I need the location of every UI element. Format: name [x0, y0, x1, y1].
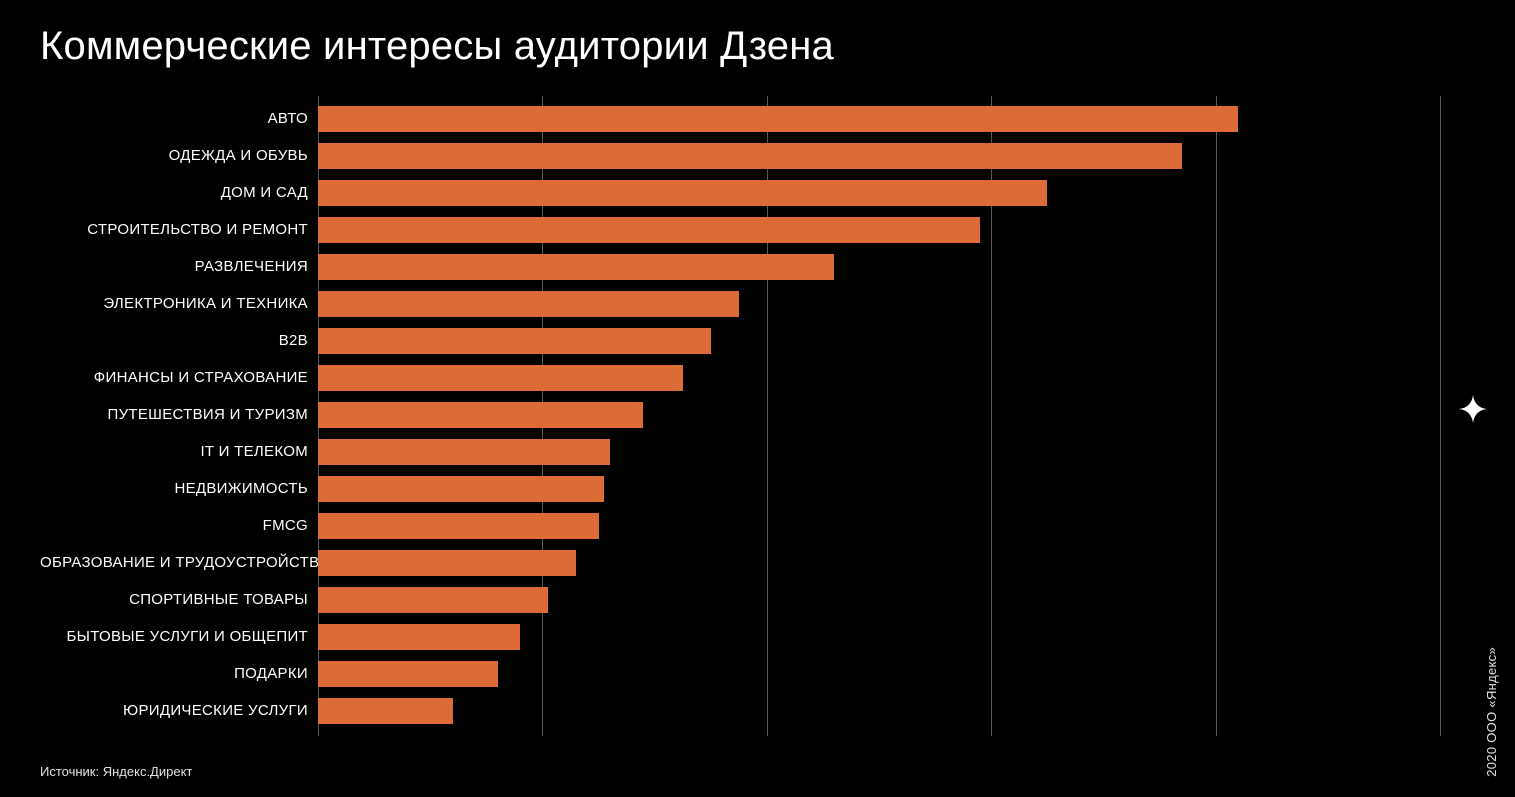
chart-row: РАЗВЛЕЧЕНИЯ: [40, 254, 1440, 280]
category-label: ОДЕЖДА И ОБУВЬ: [40, 143, 308, 169]
bar: [318, 217, 980, 243]
category-label: IT И ТЕЛЕКОМ: [40, 439, 308, 465]
bar: [318, 254, 834, 280]
bar: [318, 550, 576, 576]
category-label: НЕДВИЖИМОСТЬ: [40, 476, 308, 502]
chart-row: ЭЛЕКТРОНИКА И ТЕХНИКА: [40, 291, 1440, 317]
bar: [318, 180, 1047, 206]
bar-chart: АВТО ОДЕЖДА И ОБУВЬ ДОМ И САД СТРОИТЕЛЬСТВО…: [40, 96, 1440, 736]
bar: [318, 698, 453, 724]
bar: [318, 402, 643, 428]
chart-row: ФИНАНСЫ И СТРАХОВАНИЕ: [40, 365, 1440, 391]
chart-row: ЮРИДИЧЕСКИЕ УСЛУГИ: [40, 698, 1440, 724]
category-label: ОБРАЗОВАНИЕ И ТРУДОУСТРОЙСТВО: [40, 550, 308, 576]
bar: [318, 661, 498, 687]
bar: [318, 106, 1238, 132]
bar: [318, 624, 520, 650]
source-text: Источник: Яндекс.Директ: [40, 764, 192, 779]
chart-row: БЫТОВЫЕ УСЛУГИ И ОБЩЕПИТ: [40, 624, 1440, 650]
gridline: [1440, 96, 1441, 736]
sparkle-icon: [1459, 395, 1487, 423]
chart-row: IT И ТЕЛЕКОМ: [40, 439, 1440, 465]
category-label: ДОМ И САД: [40, 180, 308, 206]
chart-row: ПОДАРКИ: [40, 661, 1440, 687]
bar: [318, 143, 1182, 169]
category-label: ПУТЕШЕСТВИЯ И ТУРИЗМ: [40, 402, 308, 428]
chart-row: ПУТЕШЕСТВИЯ И ТУРИЗМ: [40, 402, 1440, 428]
category-label: БЫТОВЫЕ УСЛУГИ И ОБЩЕПИТ: [40, 624, 308, 650]
category-label: СТРОИТЕЛЬСТВО И РЕМОНТ: [40, 217, 308, 243]
chart-row: ОБРАЗОВАНИЕ И ТРУДОУСТРОЙСТВО: [40, 550, 1440, 576]
bar: [318, 291, 739, 317]
bar: [318, 513, 599, 539]
category-label: ПОДАРКИ: [40, 661, 308, 687]
bar: [318, 439, 610, 465]
chart-row: B2B: [40, 328, 1440, 354]
category-label: B2B: [40, 328, 308, 354]
copyright-text: 2020 ООО «Яндекс»: [1484, 647, 1499, 777]
page-title: Коммерческие интересы аудитории Дзена: [40, 24, 834, 69]
category-label: РАЗВЛЕЧЕНИЯ: [40, 254, 308, 280]
chart-row: FMCG: [40, 513, 1440, 539]
category-label: ФИНАНСЫ И СТРАХОВАНИЕ: [40, 365, 308, 391]
chart-row: СТРОИТЕЛЬСТВО И РЕМОНТ: [40, 217, 1440, 243]
chart-row: НЕДВИЖИМОСТЬ: [40, 476, 1440, 502]
chart-row: ОДЕЖДА И ОБУВЬ: [40, 143, 1440, 169]
category-label: СПОРТИВНЫЕ ТОВАРЫ: [40, 587, 308, 613]
bar: [318, 476, 604, 502]
chart-row: СПОРТИВНЫЕ ТОВАРЫ: [40, 587, 1440, 613]
chart-row: АВТО: [40, 106, 1440, 132]
chart-row: ДОМ И САД: [40, 180, 1440, 206]
bar: [318, 587, 548, 613]
category-label: АВТО: [40, 106, 308, 132]
bar: [318, 328, 711, 354]
category-label: ЭЛЕКТРОНИКА И ТЕХНИКА: [40, 291, 308, 317]
category-label: ЮРИДИЧЕСКИЕ УСЛУГИ: [40, 698, 308, 724]
bar: [318, 365, 683, 391]
category-label: FMCG: [40, 513, 308, 539]
